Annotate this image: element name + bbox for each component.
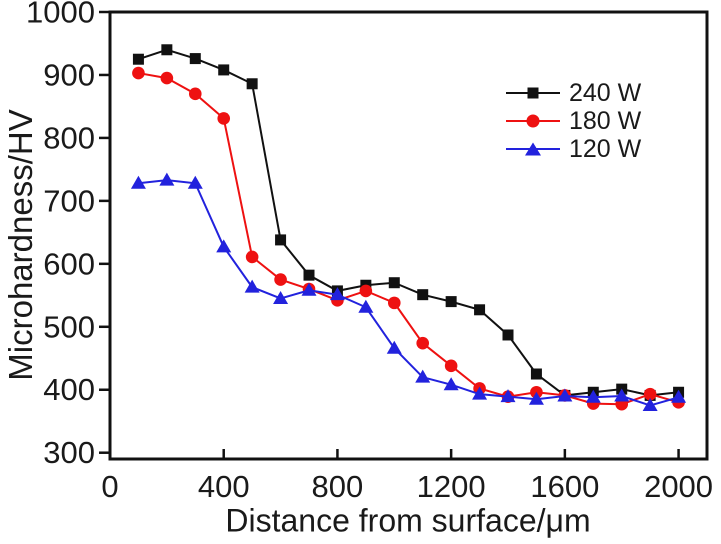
- x-tick-label: 0: [101, 469, 118, 504]
- data-point: [275, 234, 287, 246]
- x-axis-title: Distance from surface/μm: [225, 502, 591, 539]
- data-point: [246, 78, 258, 90]
- x-tick-label: 2000: [644, 469, 713, 504]
- legend: 240 W 180 W 120 W: [506, 79, 641, 163]
- circle-marker-icon: [526, 114, 540, 128]
- data-point: [388, 277, 400, 289]
- legend-label-240w: 240 W: [569, 78, 642, 107]
- data-point: [443, 377, 459, 391]
- data-point: [671, 389, 687, 403]
- data-point: [188, 87, 202, 101]
- y-tick-label: 700: [43, 183, 95, 218]
- data-point: [386, 340, 402, 354]
- legend-swatch-120w: [506, 141, 560, 157]
- data-point: [444, 359, 458, 373]
- data-point: [359, 284, 373, 298]
- legend-item-180w: 180 W: [506, 107, 641, 135]
- legend-item-240w: 240 W: [506, 79, 641, 107]
- data-point: [643, 387, 657, 401]
- data-point: [244, 279, 260, 293]
- y-tick-label: 900: [43, 57, 95, 92]
- data-point: [557, 388, 573, 402]
- data-point: [415, 369, 431, 383]
- data-point: [273, 290, 289, 304]
- data-point: [387, 296, 401, 310]
- series-120-w: [130, 172, 687, 411]
- data-point: [189, 53, 201, 65]
- data-point: [303, 269, 315, 281]
- y-tick-label: 800: [43, 120, 95, 155]
- data-point: [301, 282, 317, 296]
- data-point: [132, 53, 144, 65]
- legend-label-120w: 120 W: [569, 134, 642, 163]
- data-point: [329, 287, 345, 301]
- x-tick-label: 400: [198, 469, 250, 504]
- data-point: [245, 250, 259, 264]
- triangle-marker-icon: [525, 142, 541, 156]
- series-line: [138, 179, 679, 407]
- y-tick-label: 600: [43, 246, 95, 281]
- data-point: [530, 368, 542, 380]
- x-tick-label: 800: [312, 469, 364, 504]
- data-point: [217, 112, 231, 125]
- y-axis-title: Microhardness/HV: [2, 109, 39, 381]
- data-point: [445, 296, 457, 308]
- data-point: [218, 64, 230, 76]
- y-tick-label: 300: [43, 435, 95, 470]
- x-tick-label: 1600: [530, 469, 599, 504]
- legend-item-120w: 120 W: [506, 135, 641, 163]
- data-point: [358, 299, 374, 313]
- data-point: [614, 388, 630, 402]
- data-point: [528, 391, 544, 405]
- legend-swatch-180w: [506, 113, 560, 129]
- y-tick-label: 1000: [26, 0, 95, 30]
- plot-frame: [108, 10, 709, 461]
- data-point: [474, 304, 486, 316]
- data-point: [274, 273, 287, 286]
- data-point: [416, 336, 430, 350]
- data-point: [216, 239, 232, 253]
- x-tick-label: 1200: [417, 469, 486, 504]
- data-point: [130, 175, 146, 189]
- y-tick-label: 400: [43, 372, 95, 407]
- data-point: [500, 389, 516, 403]
- data-point: [159, 172, 175, 186]
- data-point: [417, 289, 429, 301]
- data-point: [187, 175, 203, 189]
- data-point: [502, 329, 514, 341]
- data-point: [161, 44, 173, 56]
- legend-label-180w: 180 W: [569, 106, 642, 135]
- data-point: [160, 71, 174, 85]
- data-point: [585, 389, 601, 403]
- legend-swatch-240w: [506, 85, 560, 101]
- square-marker-icon: [527, 87, 539, 99]
- data-point: [132, 66, 145, 80]
- data-point: [642, 397, 658, 411]
- y-tick-label: 500: [43, 309, 95, 344]
- data-point: [472, 386, 488, 400]
